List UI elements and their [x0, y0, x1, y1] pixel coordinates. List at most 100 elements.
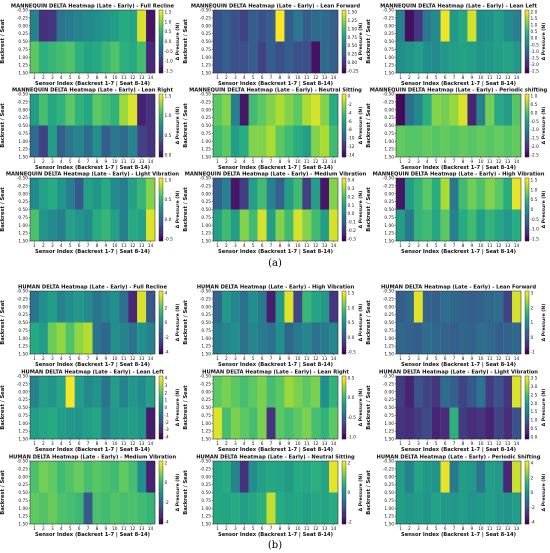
colorbar-tick: -1.0 [165, 59, 174, 65]
colorbar-segment [159, 509, 163, 512]
colorbar-segment [342, 199, 346, 202]
heatmap-cell [137, 125, 147, 158]
x-tick-label: 10 [478, 159, 484, 165]
x-tick-label: 8 [462, 441, 465, 447]
chart-title: HUMAN DELTA Heatmap (Late - Early) - Hig… [197, 285, 355, 291]
heatmap-cell [275, 209, 285, 242]
colorbar-segment [342, 18, 346, 21]
colorbar-segment [525, 349, 529, 353]
heatmap-cell [213, 209, 223, 242]
colorbar-segment [342, 60, 346, 63]
colorbar-segment [159, 320, 163, 323]
colorbar-segment [525, 154, 529, 158]
y-tick-label: 0.00 [18, 304, 28, 310]
y-tick-label: -0.25 [17, 381, 28, 387]
heatmap-cell [47, 178, 57, 210]
colorbar-segment [159, 49, 163, 53]
colorbar-segment [159, 232, 163, 235]
x-tick-label: 9 [105, 75, 108, 81]
heatmap-cell [467, 10, 477, 42]
x-axis-label: Sensor Index (Backrest 1-7 | Seat 8-14) [401, 249, 516, 255]
heatmap-cell [119, 125, 129, 158]
x-tick-label: 8 [96, 75, 99, 81]
colorbar-segment [159, 201, 163, 204]
colorbar-segment [342, 203, 346, 206]
colorbar-segment [159, 119, 163, 122]
colorbar-segment [342, 303, 346, 306]
y-tick-label: -0.25 [200, 99, 211, 105]
heatmap-cell [65, 10, 75, 42]
colorbar-label: Δ Pressure (N) [175, 389, 181, 427]
colorbar-segment [525, 330, 529, 334]
colorbar-segment [159, 213, 163, 216]
x-tick-label: 8 [279, 243, 282, 249]
x-tick-label: 6 [261, 356, 264, 362]
colorbar-segment [525, 509, 529, 512]
colorbar-segment [342, 517, 346, 520]
x-tick-label: 14 [514, 75, 520, 81]
heatmap-cell [476, 461, 486, 493]
heatmap-cell [320, 209, 330, 242]
colorbar-segment [342, 341, 346, 344]
y-tick-label: 0.75 [18, 328, 28, 334]
y-axis-label: Backrest / Seat [366, 19, 372, 64]
colorbar-label: Δ Pressure (N) [175, 474, 181, 512]
heatmap-cell [92, 125, 102, 158]
colorbar-segment [342, 117, 346, 120]
colorbar-segment [342, 333, 346, 336]
heatmap-cell [404, 492, 415, 525]
colorbar-segment [525, 297, 529, 300]
colorbar-tick: 2 [348, 461, 351, 467]
colorbar-segment [159, 496, 163, 499]
colorbar-segment [342, 469, 346, 472]
y-tick-label: 0.25 [384, 115, 394, 121]
colorbar-segment [159, 150, 163, 153]
colorbar-segment [525, 96, 529, 99]
colorbar-segment [342, 291, 346, 294]
x-tick-label: 11 [487, 526, 493, 532]
x-tick-label: 3 [234, 159, 237, 165]
heatmap-cell [146, 94, 156, 126]
colorbar-tick: 1.50 [348, 10, 358, 16]
x-tick-label: 10 [112, 159, 118, 165]
y-tick-label: -0.50 [383, 459, 394, 465]
colorbar-segment [159, 418, 163, 421]
colorbar-segment [342, 494, 346, 497]
colorbar-segment [525, 515, 529, 518]
y-tick-label: 0.50 [201, 39, 211, 45]
x-tick-label: 13 [139, 75, 145, 81]
colorbar-tick: 0.0 [531, 110, 538, 116]
heatmap-cell [128, 461, 138, 493]
colorbar-segment [342, 301, 346, 304]
colorbar-segment [159, 312, 163, 315]
y-tick-label: -0.25 [383, 381, 394, 387]
y-tick-label: 0.50 [201, 207, 211, 213]
colorbar-tick: -2 [531, 505, 536, 511]
x-tick-label: 8 [96, 243, 99, 249]
heatmap-cell [311, 291, 321, 323]
y-tick-label: 0.25 [18, 115, 28, 121]
heatmap-cell [467, 291, 477, 323]
x-tick-label: 3 [51, 159, 54, 165]
colorbar-segment [342, 479, 346, 483]
colorbar-frame [158, 375, 164, 440]
colorbar-segment [525, 390, 529, 393]
colorbar-segment [525, 201, 529, 204]
y-tick-label: 1.50 [18, 522, 28, 528]
heatmap-cell [503, 407, 513, 440]
colorbar-tick: 1.0 [348, 305, 355, 311]
y-tick-label: 0.00 [201, 474, 211, 480]
colorbar-frame [341, 177, 347, 242]
colorbar-segment [525, 413, 529, 417]
colorbar-segment [525, 228, 529, 231]
x-tick-label: 13 [139, 356, 145, 362]
heatmap-cell [248, 209, 258, 242]
heatmap-cell [302, 94, 312, 126]
heatmap-cell [284, 322, 294, 355]
y-tick-label: 1.00 [384, 421, 394, 427]
colorbar-segment [525, 182, 529, 185]
colorbar-tick: 0.1 [348, 203, 355, 209]
chart-title: HUMAN DELTA Heatmap (Late - Early) - Neu… [196, 455, 355, 461]
heatmap-cell [38, 209, 49, 242]
heatmap-cell [512, 322, 522, 355]
